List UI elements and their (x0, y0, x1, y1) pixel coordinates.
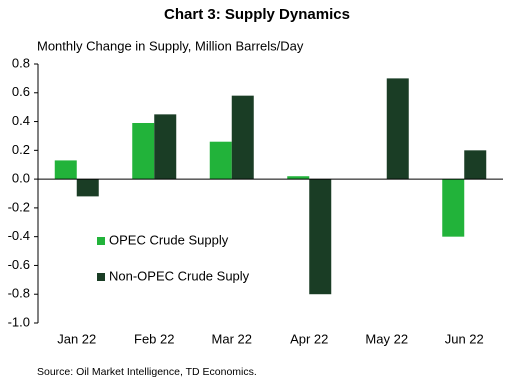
x-tick-label: Jun 22 (445, 331, 484, 346)
y-tick-label: 0.2 (12, 142, 30, 157)
x-tick-label: Apr 22 (290, 331, 328, 346)
y-tick-label: 0.4 (12, 113, 30, 128)
legend-label: OPEC Crude Supply (109, 232, 229, 247)
y-tick-label: 0.0 (12, 171, 30, 186)
bar (209, 141, 232, 180)
legend-label: Non-OPEC Crude Suply (109, 268, 250, 283)
y-tick-label: -0.8 (8, 286, 30, 301)
y-tick-label: -0.6 (8, 257, 30, 272)
bar (76, 179, 99, 197)
y-tick-label: -0.2 (8, 199, 30, 214)
bar (54, 160, 77, 180)
legend-swatch (97, 273, 105, 281)
y-tick-label: 0.6 (12, 84, 30, 99)
bar (464, 150, 487, 180)
x-tick-label: Mar 22 (212, 331, 252, 346)
source-note: Source: Oil Market Intelligence, TD Econ… (37, 366, 257, 378)
bar (154, 114, 177, 180)
x-tick-label: Feb 22 (134, 331, 174, 346)
bar (287, 176, 310, 180)
y-tick-label: -1.0 (8, 314, 30, 329)
bar (442, 179, 465, 237)
bar (309, 179, 332, 295)
bar (132, 122, 155, 180)
y-tick-label: -0.4 (8, 228, 30, 243)
x-tick-label: Jan 22 (57, 331, 96, 346)
chart-title: Chart 3: Supply Dynamics (164, 6, 350, 23)
x-tick-label: May 22 (365, 331, 408, 346)
bar (231, 95, 254, 180)
bar (386, 78, 409, 180)
chart-subtitle: Monthly Change in Supply, Million Barrel… (37, 38, 304, 53)
legend-swatch (97, 237, 105, 245)
y-tick-label: 0.8 (12, 55, 30, 70)
